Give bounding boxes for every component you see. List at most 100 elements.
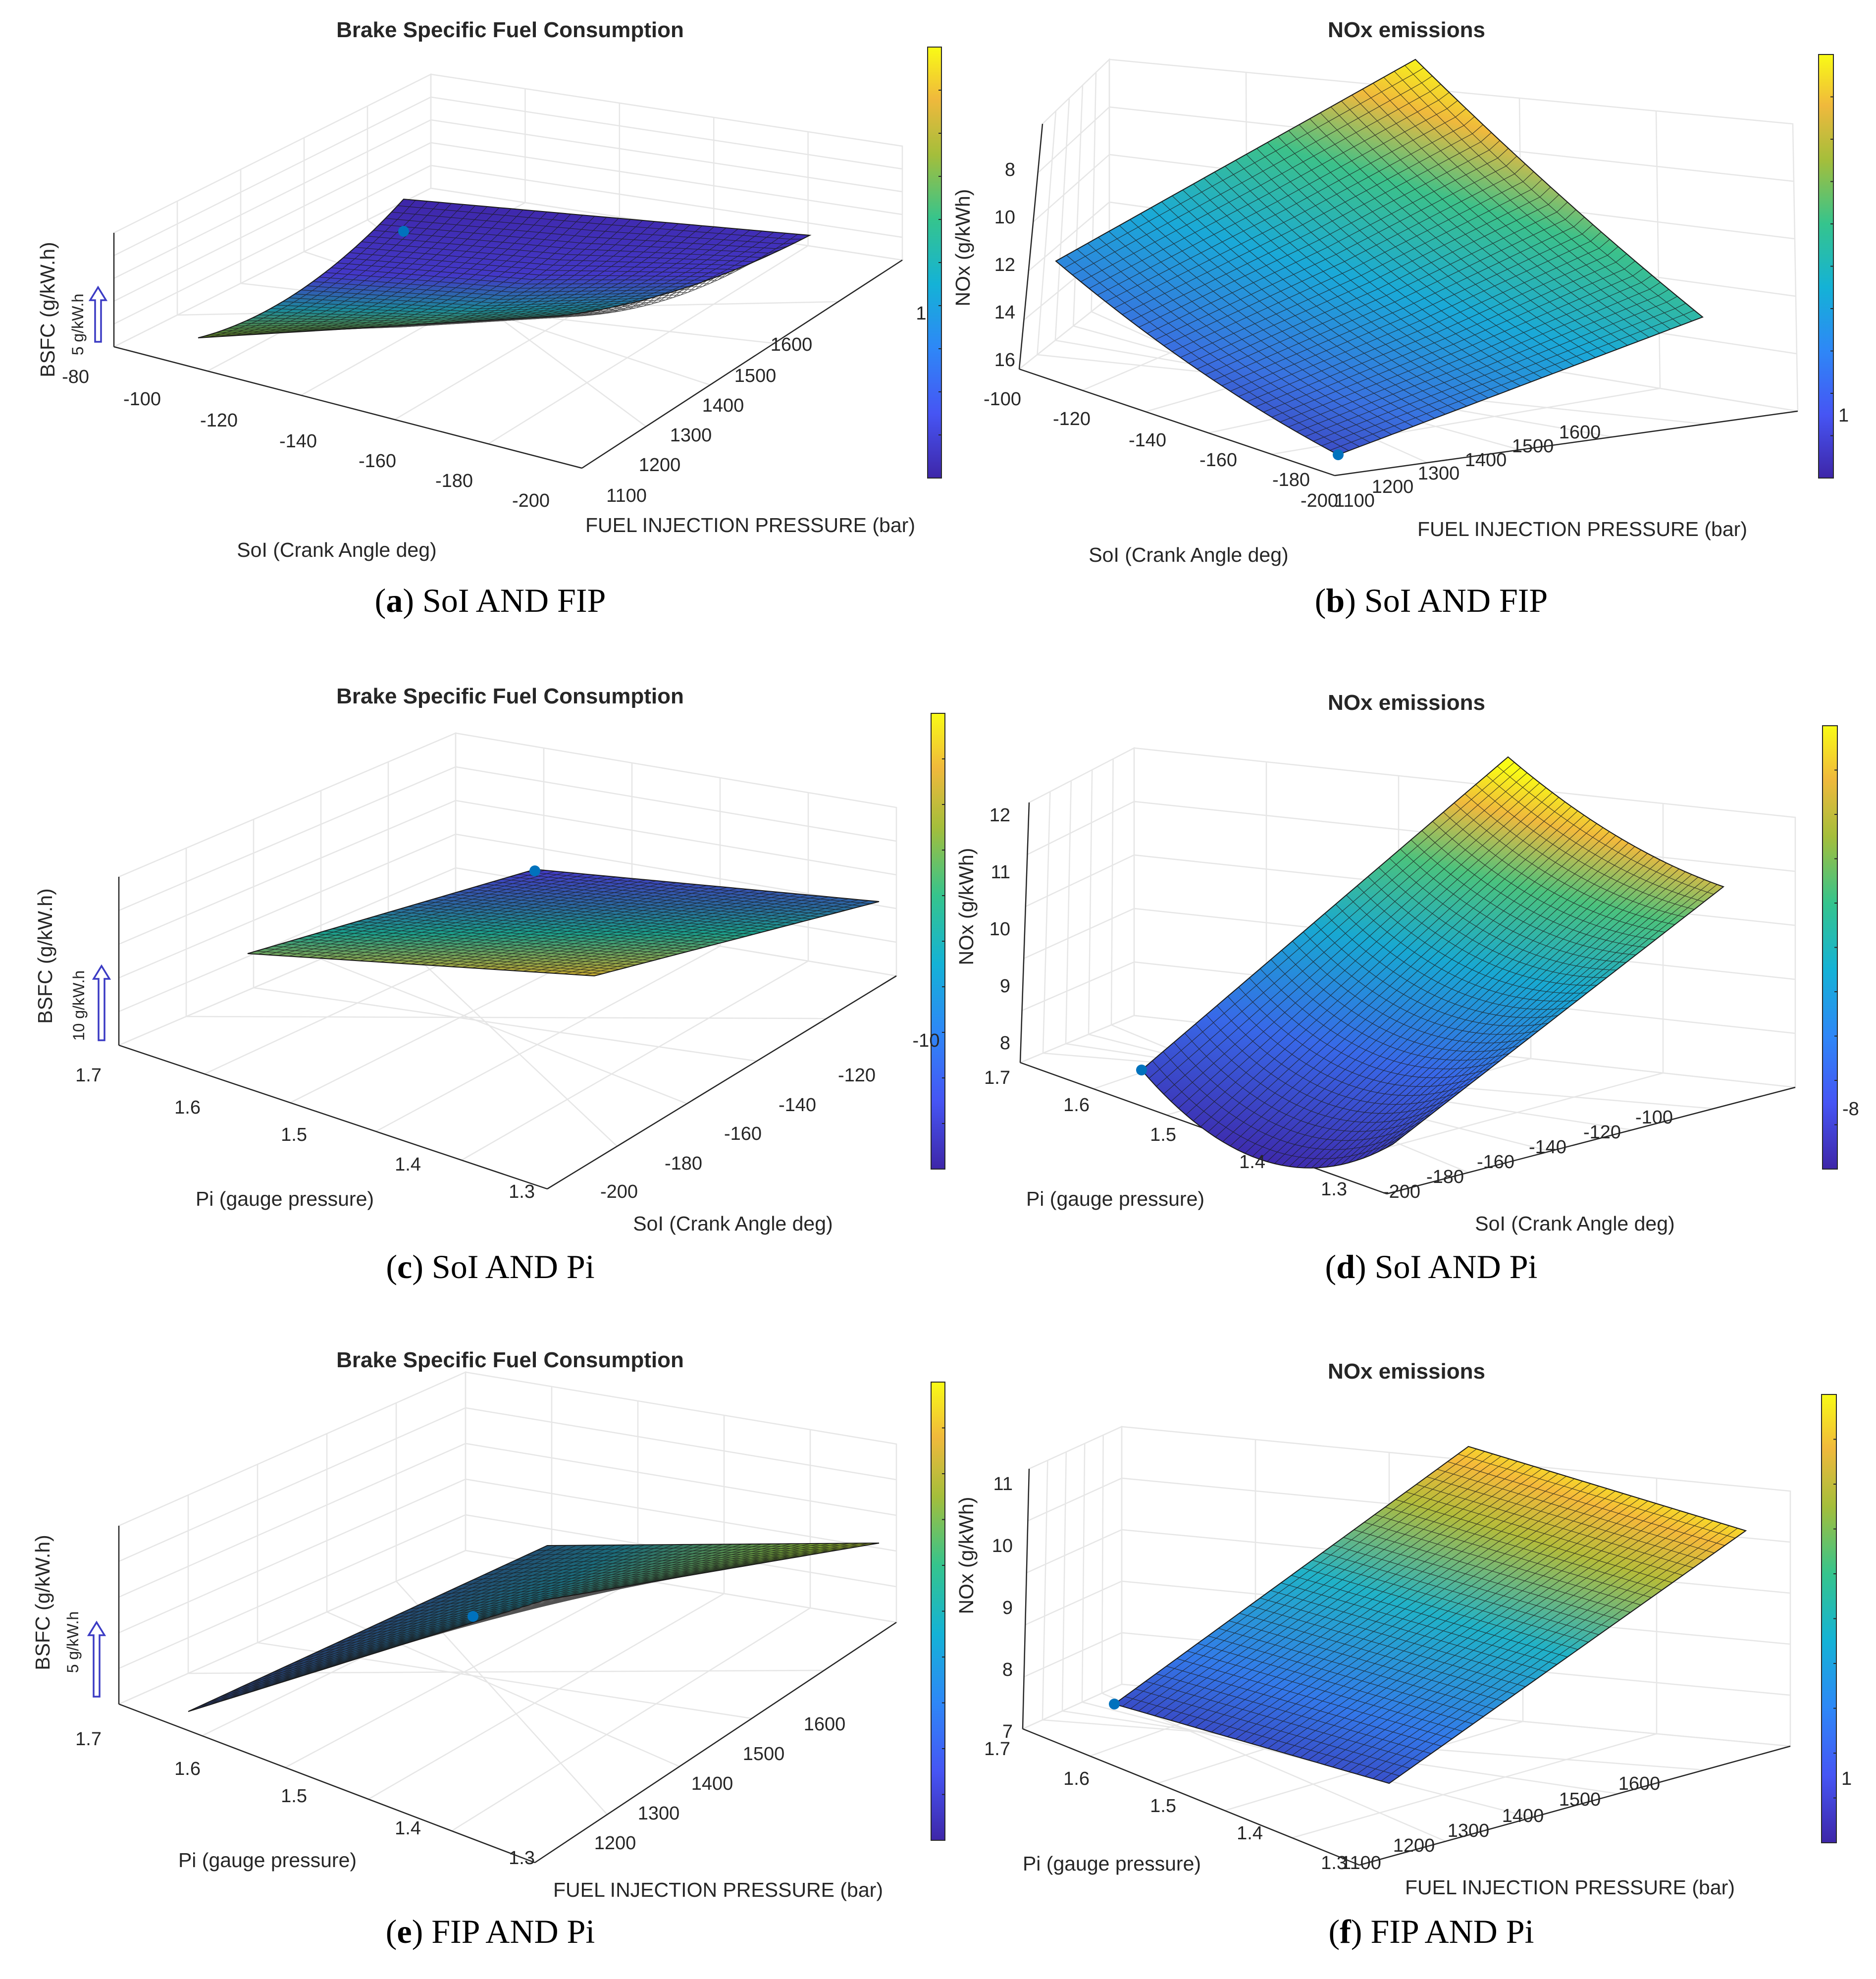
x-axis-label-b: SoI (Crank Angle deg) <box>1089 543 1288 566</box>
y-tick-label: 1400 <box>1502 1806 1544 1826</box>
grid-line <box>320 958 687 1105</box>
mesh-line <box>391 911 737 939</box>
grid-line <box>1088 769 1093 1035</box>
mesh-line <box>1276 1496 1632 1751</box>
y-tick-label: 1600 <box>804 1714 846 1735</box>
mesh-line <box>1363 877 1699 1159</box>
caption-open: ( <box>1328 1913 1340 1950</box>
x-axis-e <box>118 1703 535 1864</box>
colorbar-tick-label-f: 1 <box>1841 1768 1852 1789</box>
mesh-line <box>1097 100 1458 296</box>
mesh-line <box>1421 830 1646 948</box>
x-axis-label-d: Pi (gauge pressure) <box>1026 1187 1204 1210</box>
mesh-line <box>1180 179 1543 358</box>
y-axis-f <box>1359 1745 1791 1866</box>
caption-letter: c <box>397 1248 412 1285</box>
mesh-line <box>1394 71 1682 325</box>
x-tick-label: 1.4 <box>1237 1823 1263 1844</box>
grid-line <box>113 142 431 302</box>
z-axis-label-d: NOx (g/kWh) <box>955 848 978 965</box>
mesh-line <box>1303 853 1648 1168</box>
mesh-line <box>1312 1559 1589 1643</box>
mesh-line <box>1343 1537 1620 1620</box>
grid-line <box>118 833 456 979</box>
surface-c <box>247 868 880 977</box>
axis-lines-e <box>118 1526 897 1864</box>
mesh-line <box>450 894 795 924</box>
y-axis-label-f: FUEL INJECTION PRESSURE (bar) <box>1405 1876 1735 1899</box>
caption-close: ) <box>1345 582 1356 619</box>
mesh-line <box>1122 124 1483 315</box>
x-tick-label: 1.6 <box>174 1097 201 1118</box>
grid-line <box>430 164 903 238</box>
mesh-line <box>397 205 803 240</box>
grid-line <box>1042 1460 1048 1720</box>
mesh-line <box>1259 1491 1615 1747</box>
mesh-line <box>390 882 677 963</box>
grid-line <box>1065 780 1072 1044</box>
z-axis-label-c: BSFC (g/kW.h) <box>34 888 56 1023</box>
mesh-line <box>1155 156 1517 340</box>
mesh-line <box>1341 101 1628 346</box>
z-tick-label: 11 <box>991 862 1010 883</box>
y-tick-label: 1400 <box>702 395 744 416</box>
mesh-line <box>1405 65 1692 321</box>
grid-line <box>118 867 456 1013</box>
x-axis-label-c: Pi (gauge pressure) <box>196 1187 374 1210</box>
mesh-line <box>481 1543 821 1620</box>
optimum-marker-c <box>529 865 540 876</box>
surface-patch-b <box>1055 58 1704 456</box>
x-tick-label: 1.5 <box>281 1786 307 1807</box>
mesh-line <box>1139 140 1501 328</box>
y-tick-label: 1100 <box>606 485 647 506</box>
optimum-marker-a <box>398 226 409 237</box>
surface-patch-f <box>1113 1445 1747 1784</box>
grid-line <box>1101 1435 1104 1694</box>
grid-line <box>1292 1733 1657 1839</box>
mesh-line <box>318 875 606 959</box>
y-axis-a <box>581 259 903 469</box>
caption-letter: f <box>1340 1913 1352 1950</box>
mesh-line <box>1356 1520 1714 1774</box>
y-tick-label: 1100 <box>1341 1853 1381 1873</box>
z-tick-label: 8 <box>1002 1659 1013 1680</box>
z-axis-f <box>1022 1468 1030 1729</box>
y-tick-label: -200 <box>600 1181 638 1202</box>
mesh-line <box>1373 83 1660 334</box>
grid-line <box>455 800 897 876</box>
mesh-line <box>329 876 616 960</box>
y-tick-label: 1500 <box>734 366 777 386</box>
mesh-line <box>1410 839 1636 956</box>
mesh-line <box>1454 802 1675 925</box>
y-tick-label: -180 <box>1426 1167 1464 1187</box>
mesh-line <box>379 224 781 254</box>
y-axis-label-b: FUEL INJECTION PRESSURE (bar) <box>1417 518 1747 540</box>
mesh-line <box>1340 1515 1697 1770</box>
caption-close: ) <box>1351 1913 1362 1950</box>
mesh-line <box>501 879 846 911</box>
axis-lines-c <box>118 877 897 1190</box>
caption-e: (e) FIP AND Pi <box>386 1913 595 1950</box>
y-tick-label: -140 <box>779 1095 816 1116</box>
grid-line <box>1024 1632 1122 1678</box>
y-tick-label: 1500 <box>743 1744 785 1765</box>
mesh-line <box>1356 885 1587 994</box>
x-tick-label: -120 <box>200 410 238 431</box>
surface-mesh-e <box>198 1543 870 1709</box>
back-wall-left-d <box>1019 747 1135 1064</box>
z-tick-label: 8 <box>1000 1033 1010 1054</box>
caption-open: ( <box>386 1913 397 1950</box>
mesh-line <box>515 1548 850 1561</box>
mesh-line <box>1267 1493 1624 1749</box>
mesh-line <box>1381 1528 1738 1781</box>
mesh-line <box>1383 77 1671 329</box>
grid-line <box>465 1478 897 1552</box>
grid-line <box>118 1407 466 1562</box>
colorbar-tick-label-d: -8 <box>1842 1099 1859 1120</box>
caption-open: ( <box>1325 1248 1337 1285</box>
mesh-line <box>431 1561 771 1600</box>
mesh-line <box>1288 130 1574 366</box>
z-axis-label-f: NOx (g/kWh) <box>955 1497 978 1614</box>
mesh-line <box>484 1552 820 1575</box>
surface-f <box>1113 1445 1747 1784</box>
